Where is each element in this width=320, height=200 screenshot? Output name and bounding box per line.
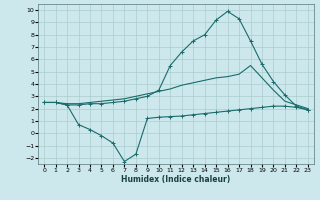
X-axis label: Humidex (Indice chaleur): Humidex (Indice chaleur) (121, 175, 231, 184)
